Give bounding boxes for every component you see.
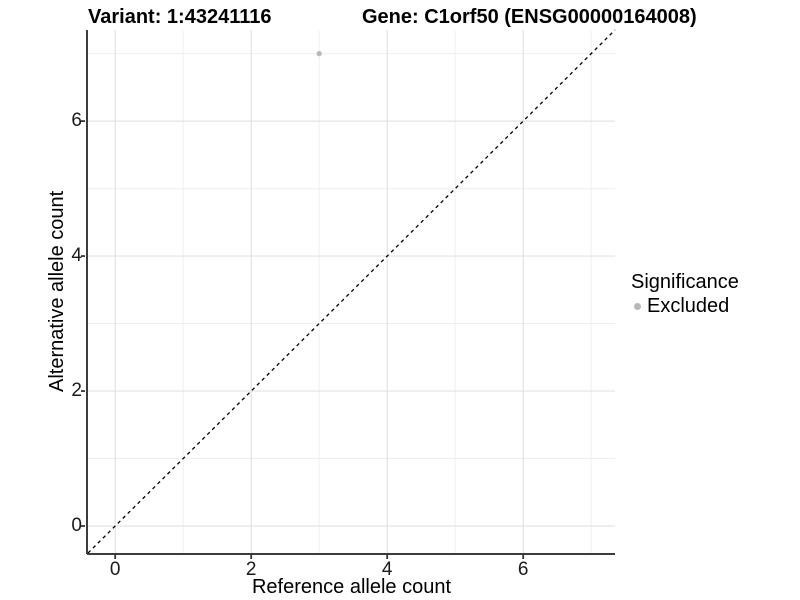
data-point-excluded — [316, 51, 322, 57]
plot-title-gene: Gene: C1orf50 (ENSG00000164008) — [362, 6, 697, 28]
plot-title-variant: Variant: 1:43241116 — [88, 6, 272, 28]
legend-key-dot — [634, 302, 641, 310]
x-tick-label: 6 — [517, 559, 529, 580]
x-tick-label: 2 — [245, 559, 257, 580]
legend-title: Significance — [631, 271, 739, 293]
legend-item-label: Excluded — [647, 295, 730, 317]
legend: Significance Excluded — [631, 270, 796, 318]
y-tick-label: 2 — [71, 380, 82, 402]
y-axis-title: Alternative allele count — [46, 190, 68, 393]
identity-dashed-line — [87, 29, 616, 554]
y-tick-label: 0 — [71, 515, 82, 536]
y-tick-label: 4 — [71, 245, 82, 267]
y-tick-label: 6 — [71, 110, 82, 132]
x-tick-label: 4 — [381, 559, 393, 580]
legend-item-excluded: Excluded — [631, 294, 796, 318]
x-axis-title: Reference allele count — [251, 576, 451, 598]
x-tick-label: 0 — [109, 559, 121, 580]
